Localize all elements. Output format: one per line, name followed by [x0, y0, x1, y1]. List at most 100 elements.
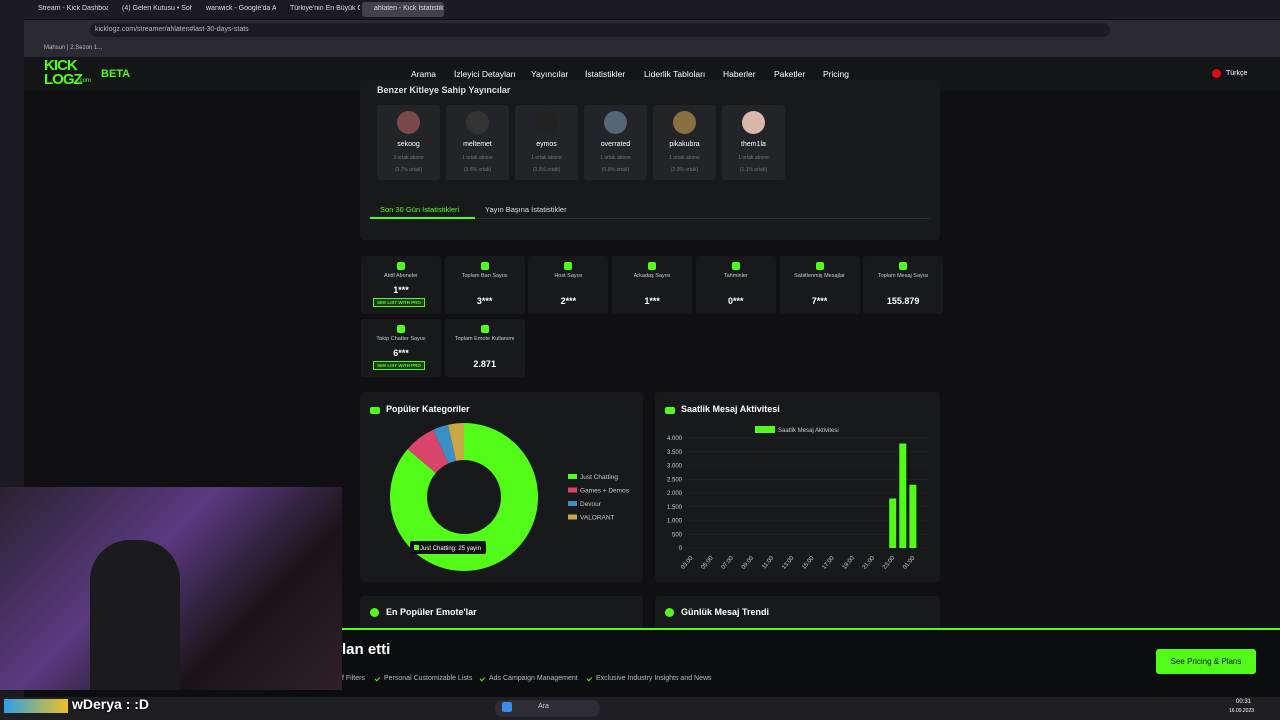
stat-label: Toplam Emote Kullanımı: [454, 336, 515, 342]
tab-title[interactable]: wanwick - Google'da Ara: [206, 5, 276, 12]
streamer-name[interactable]: them1la: [741, 141, 766, 148]
avatar: [466, 111, 489, 134]
webcam-person: [90, 540, 180, 690]
section-title: Günlük Mesaj Trendi: [681, 607, 770, 617]
tab-title[interactable]: Türkiye'nin En Büyük Oy...: [290, 5, 360, 12]
stat-value: 6***: [393, 348, 409, 358]
shared-percent: (0.8% ortak): [601, 167, 630, 173]
streamer-name[interactable]: pikakubra: [669, 141, 700, 148]
stat-value: 1***: [393, 285, 409, 295]
stat-label: Aktif Aboneler: [384, 273, 418, 279]
avatar: [604, 111, 627, 134]
search-text[interactable]: Ara: [538, 703, 549, 710]
stat-value: 7***: [811, 296, 828, 306]
nav-link[interactable]: Pricing: [823, 69, 849, 79]
stat-icon: [648, 262, 657, 270]
logo-suffix: .com: [78, 78, 92, 84]
promo-feature: Exclusive Industry Insights and News: [596, 675, 712, 682]
url-field[interactable]: [90, 23, 1110, 37]
stat-icon: [397, 325, 405, 333]
avatar: [535, 111, 558, 134]
pro-badge[interactable]: SEE LIST WITH PRO: [373, 298, 425, 307]
shared-subs: 3 ortak abone: [393, 155, 424, 161]
streamer-name[interactable]: sekoog: [397, 141, 420, 148]
stat-icon: [564, 262, 573, 270]
chart-title: Popüler Kategoriler: [386, 404, 470, 414]
language-select[interactable]: Türkçe: [1226, 70, 1248, 77]
chat-overlay: wDerya : :D: [72, 696, 150, 712]
section-icon: [370, 608, 379, 617]
shared-percent: (3.7% ortak): [394, 167, 423, 173]
avatar: [742, 111, 765, 134]
stat-label: Toplam Mesaj Sayısı: [877, 273, 929, 279]
flag: [1212, 69, 1221, 78]
promo-headline: lan etti: [342, 641, 391, 658]
chart-title: Saatlik Mesaj Aktivitesi: [681, 404, 780, 414]
shared-percent: (2.9% ortak): [670, 167, 699, 173]
stat-label: Toplam Ban Sayısı: [461, 273, 508, 279]
nav-link[interactable]: Arama: [411, 69, 437, 79]
panel: [360, 392, 643, 582]
tab[interactable]: Yayın Başına İstatistikler: [485, 205, 567, 214]
stat-value: 155.879: [886, 296, 920, 306]
shared-percent: (3.6% ortak): [463, 167, 492, 173]
pro-badge[interactable]: SEE LIST WITH PRO: [373, 361, 425, 370]
tab-title[interactable]: (4) Gelen Kutusu • Sohbet: [122, 5, 192, 12]
tab[interactable]: Son 30 Gün İstatistikleri: [380, 205, 460, 214]
start-button[interactable]: [502, 702, 512, 712]
stat-label: Arkadaş Sayısı: [633, 273, 671, 279]
shared-subs: 1 ortak abone: [531, 155, 562, 161]
promo-feature: f Filters: [342, 675, 365, 682]
stat-value: 2***: [560, 296, 577, 306]
nav-link[interactable]: İzleyici Detayları: [454, 69, 516, 79]
nav-link[interactable]: Haberler: [723, 69, 756, 79]
stat-value: 1***: [644, 296, 660, 306]
stat-icon: [815, 262, 824, 270]
chart-icon: [665, 407, 675, 414]
section-title: En Popüler Emote'lar: [386, 607, 477, 617]
streamer-name[interactable]: eymos: [536, 141, 557, 148]
avatar: [397, 111, 420, 134]
stat-label: Takip Chatter Sayısı: [376, 336, 426, 342]
stat-value: 2.871: [473, 359, 496, 369]
stat-icon: [480, 325, 489, 333]
logo[interactable]: KICK: [44, 57, 78, 74]
tab-title[interactable]: ahlaten - Kick İstatistikleri: [374, 5, 444, 12]
avatar: [673, 111, 696, 134]
promo-feature: Personal Customizable Lists: [384, 675, 473, 682]
nav-link[interactable]: Liderlik Tabloları: [644, 69, 706, 79]
panel: [655, 392, 940, 582]
stat-value: 0***: [728, 296, 744, 306]
stat-value: 3***: [476, 296, 493, 306]
nav-link[interactable]: Paketler: [774, 69, 806, 79]
chat-badges: [4, 699, 68, 713]
shared-percent: (1.1% ortak): [739, 167, 768, 173]
beta-badge: BETA: [101, 68, 131, 80]
pricing-button[interactable]: See Pricing & Plans: [1156, 649, 1256, 674]
tab-divider: [370, 218, 930, 219]
shared-percent: (3.5% ortak): [532, 167, 561, 173]
nav-link[interactable]: İstatistikler: [585, 69, 626, 79]
search-box[interactable]: [495, 700, 600, 717]
nav-link[interactable]: Yayıncılar: [531, 69, 569, 79]
stat-label: Sabitlenmiş Mesajlar: [794, 273, 845, 279]
shared-subs: 1 ortak abone: [600, 155, 631, 161]
section-icon: [665, 608, 674, 617]
shared-subs: 1 ortak abone: [738, 155, 769, 161]
logo[interactable]: LOGZ: [44, 71, 83, 88]
clock: 00:31: [1236, 699, 1252, 705]
streamer-name[interactable]: meltemet: [463, 141, 492, 148]
url-text[interactable]: kicklogz.com/streamer/ahlaten#last-30-da…: [95, 26, 249, 33]
bookmark[interactable]: Mahsun | 2.Sezon 1...: [44, 45, 103, 51]
shared-subs: 1 ortak abone: [462, 155, 493, 161]
taskbar: [0, 697, 1280, 720]
tab-title[interactable]: Stream - Kick Dashboard: [38, 5, 108, 12]
stat-icon: [397, 262, 405, 270]
bookmark-bar: [24, 40, 1280, 57]
browser-tab[interactable]: [362, 2, 444, 17]
stat-label: Tahminler: [723, 273, 748, 279]
stat-icon: [899, 262, 908, 270]
streamer-name[interactable]: overrated: [600, 141, 631, 148]
promo-feature: Ads Campaign Management: [489, 675, 578, 682]
